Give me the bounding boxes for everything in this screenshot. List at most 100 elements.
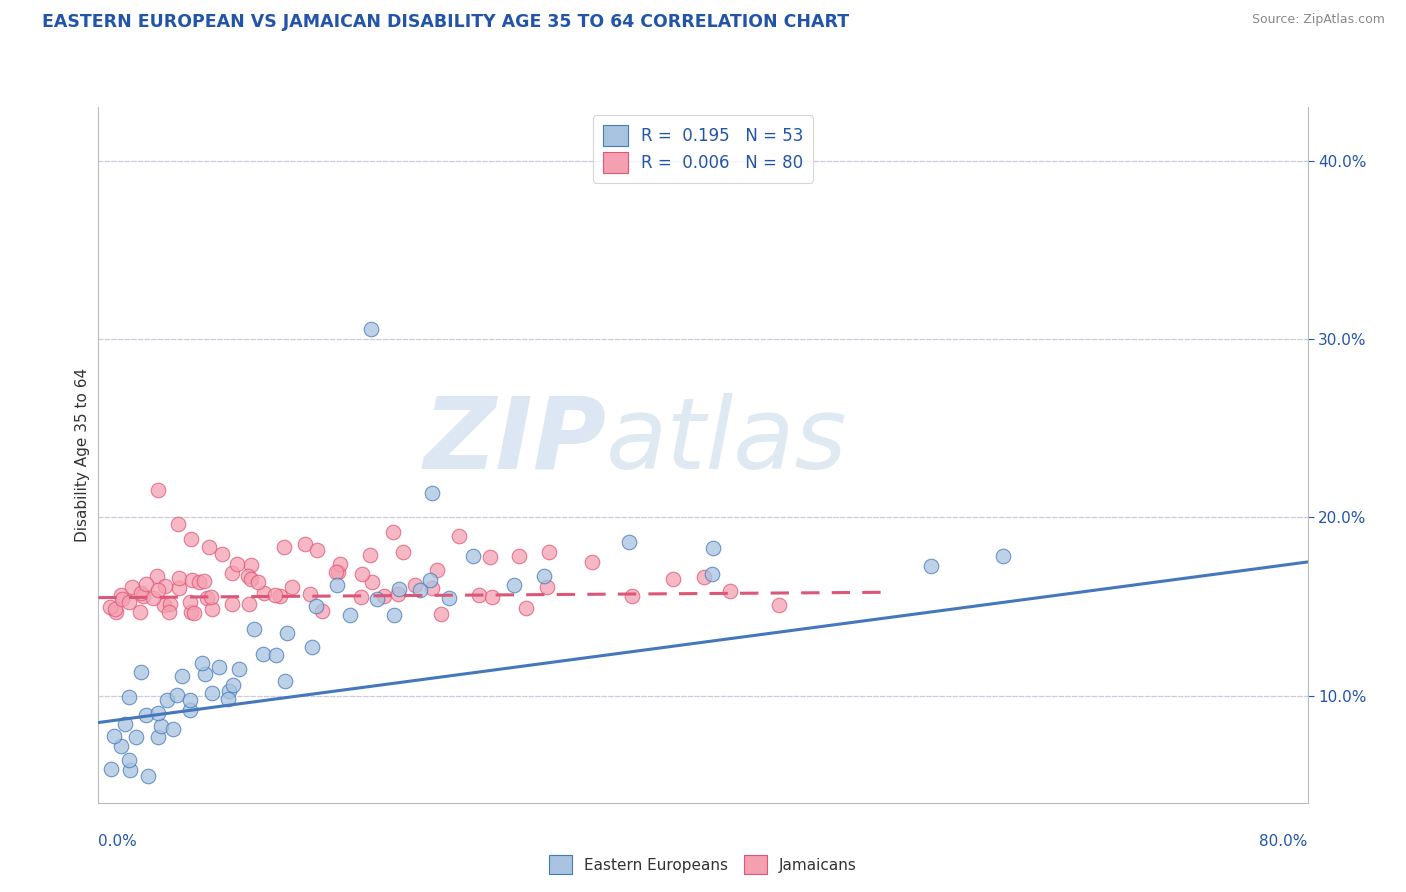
- Legend: Eastern Europeans, Jamaicans: Eastern Europeans, Jamaicans: [543, 849, 863, 880]
- Point: [252, 586, 274, 600]
- Point: [404, 578, 426, 592]
- Y-axis label: Disability Age 35 to 64: Disability Age 35 to 64: [75, 368, 90, 542]
- Point: [264, 588, 287, 602]
- Point: [169, 571, 191, 585]
- Point: [479, 550, 502, 565]
- Point: [226, 557, 249, 571]
- Point: [211, 547, 233, 561]
- Point: [350, 591, 373, 605]
- Point: [718, 584, 741, 599]
- Point: [172, 669, 194, 683]
- Point: [121, 580, 143, 594]
- Point: [420, 485, 443, 500]
- Point: [111, 592, 134, 607]
- Point: [307, 543, 329, 558]
- Point: [617, 535, 640, 549]
- Point: [266, 648, 288, 663]
- Point: [273, 673, 295, 688]
- Point: [373, 589, 395, 603]
- Point: [392, 545, 415, 559]
- Point: [702, 541, 724, 555]
- Point: [125, 730, 148, 744]
- Text: atlas: atlas: [606, 392, 848, 490]
- Point: [104, 605, 127, 619]
- Point: [148, 483, 170, 498]
- Point: [239, 572, 262, 586]
- Point: [502, 578, 524, 592]
- Point: [361, 575, 384, 590]
- Point: [129, 586, 152, 600]
- Point: [700, 566, 723, 581]
- Point: [162, 722, 184, 736]
- Point: [299, 586, 322, 600]
- Point: [221, 678, 243, 692]
- Point: [238, 597, 260, 611]
- Point: [156, 693, 179, 707]
- Point: [430, 607, 453, 621]
- Point: [366, 591, 388, 606]
- Point: [508, 549, 530, 563]
- Point: [146, 730, 169, 744]
- Point: [179, 703, 201, 717]
- Point: [153, 598, 176, 612]
- Point: [104, 601, 127, 615]
- Point: [118, 595, 141, 609]
- Point: [218, 684, 240, 698]
- Point: [294, 536, 316, 550]
- Point: [208, 660, 231, 674]
- Point: [157, 605, 180, 619]
- Point: [201, 686, 224, 700]
- Point: [280, 580, 302, 594]
- Point: [920, 558, 942, 573]
- Point: [326, 578, 349, 592]
- Point: [236, 568, 259, 582]
- Point: [100, 599, 122, 614]
- Point: [110, 588, 132, 602]
- Point: [991, 549, 1014, 564]
- Point: [114, 717, 136, 731]
- Point: [129, 605, 152, 619]
- Point: [437, 591, 460, 606]
- Text: 80.0%: 80.0%: [1260, 834, 1308, 849]
- Point: [132, 589, 155, 603]
- Point: [159, 597, 181, 611]
- Point: [142, 591, 165, 605]
- Point: [311, 604, 333, 618]
- Point: [515, 601, 537, 615]
- Point: [301, 640, 323, 654]
- Point: [661, 573, 683, 587]
- Point: [179, 594, 201, 608]
- Point: [408, 582, 430, 597]
- Point: [167, 582, 190, 596]
- Point: [239, 558, 262, 573]
- Text: EASTERN EUROPEAN VS JAMAICAN DISABILITY AGE 35 TO 64 CORRELATION CHART: EASTERN EUROPEAN VS JAMAICAN DISABILITY …: [42, 13, 849, 31]
- Point: [150, 719, 173, 733]
- Point: [201, 602, 224, 616]
- Point: [148, 583, 170, 598]
- Point: [188, 575, 211, 590]
- Point: [200, 590, 222, 604]
- Point: [536, 581, 558, 595]
- Point: [135, 577, 157, 591]
- Point: [129, 665, 152, 679]
- Point: [382, 525, 405, 540]
- Point: [120, 763, 142, 777]
- Point: [276, 625, 298, 640]
- Point: [153, 579, 176, 593]
- Point: [382, 607, 405, 622]
- Point: [217, 691, 239, 706]
- Point: [326, 566, 349, 580]
- Point: [146, 569, 169, 583]
- Point: [221, 566, 243, 580]
- Point: [194, 667, 217, 681]
- Point: [243, 623, 266, 637]
- Point: [181, 573, 204, 587]
- Point: [305, 599, 328, 613]
- Point: [467, 588, 489, 602]
- Point: [420, 581, 443, 595]
- Point: [538, 545, 561, 559]
- Point: [183, 606, 205, 620]
- Point: [329, 557, 352, 571]
- Point: [388, 582, 411, 596]
- Point: [269, 589, 291, 603]
